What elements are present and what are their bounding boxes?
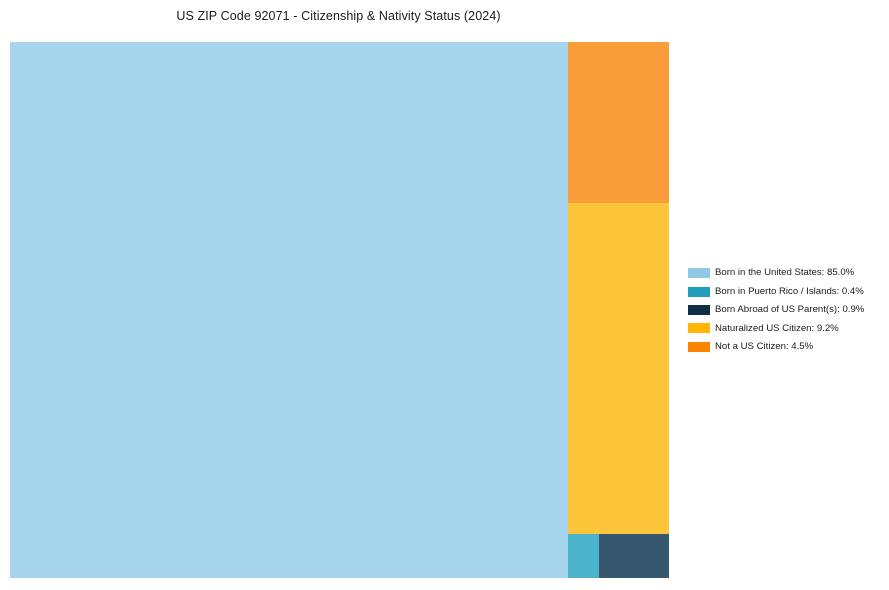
legend-item[interactable]: Born in the United States: 85.0% — [688, 264, 883, 282]
treemap-tile[interactable] — [567, 533, 599, 578]
treemap-tile[interactable] — [567, 42, 669, 203]
legend-item-label: Not a US Citizen: 4.5% — [715, 340, 814, 352]
legend-swatch-icon — [688, 286, 710, 297]
chart-title: US ZIP Code 92071 - Citizenship & Nativi… — [176, 9, 501, 23]
legend-swatch-icon — [688, 268, 710, 279]
treemap-tile[interactable] — [599, 533, 669, 578]
legend-item[interactable]: Born in Puerto Rico / Islands: 0.4% — [688, 282, 883, 300]
legend-item-label: Born in the United States: 85.0% — [715, 267, 855, 279]
legend-item-label: Born Abroad of US Parent(s): 0.9% — [715, 304, 865, 316]
legend-item[interactable]: Not a US Citizen: 4.5% — [688, 338, 883, 356]
treemap-plot-area — [10, 42, 669, 578]
chart-legend: Born in the United States: 85.0% Born in … — [688, 264, 883, 356]
legend-swatch-icon — [688, 323, 710, 334]
legend-item[interactable]: Naturalized US Citizen: 9.2% — [688, 319, 883, 337]
legend-item-label: Born in Puerto Rico / Islands: 0.4% — [715, 285, 864, 297]
legend-swatch-icon — [688, 304, 710, 315]
legend-swatch-icon — [688, 341, 710, 352]
treemap-tile[interactable] — [567, 203, 669, 534]
legend-item-label: Naturalized US Citizen: 9.2% — [715, 322, 839, 334]
legend-item[interactable]: Born Abroad of US Parent(s): 0.9% — [688, 301, 883, 319]
treemap-tile[interactable] — [10, 42, 568, 578]
